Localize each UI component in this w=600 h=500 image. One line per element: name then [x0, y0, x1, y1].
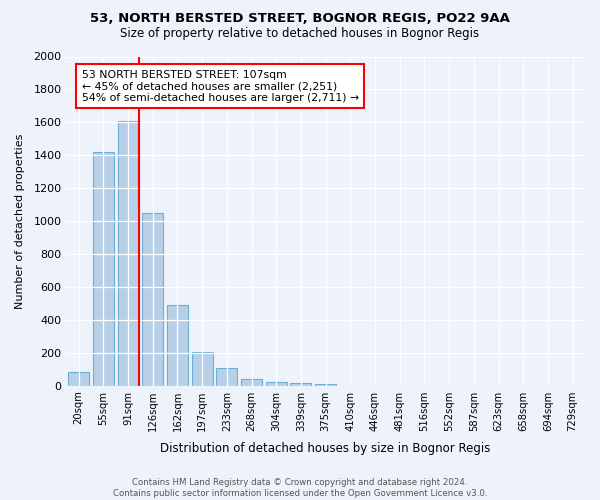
Bar	[241, 379, 262, 386]
X-axis label: Distribution of detached houses by size in Bognor Regis: Distribution of detached houses by size …	[160, 442, 491, 455]
Bar	[290, 383, 311, 386]
Text: 53 NORTH BERSTED STREET: 107sqm
← 45% of detached houses are smaller (2,251)
54%: 53 NORTH BERSTED STREET: 107sqm ← 45% of…	[82, 70, 359, 103]
Bar	[191, 352, 212, 386]
Bar	[315, 384, 336, 386]
Text: Size of property relative to detached houses in Bognor Regis: Size of property relative to detached ho…	[121, 28, 479, 40]
Text: 53, NORTH BERSTED STREET, BOGNOR REGIS, PO22 9AA: 53, NORTH BERSTED STREET, BOGNOR REGIS, …	[90, 12, 510, 26]
Bar	[266, 382, 287, 386]
Bar	[167, 305, 188, 386]
Bar	[93, 152, 114, 386]
Y-axis label: Number of detached properties: Number of detached properties	[15, 134, 25, 309]
Bar	[118, 120, 139, 386]
Bar	[217, 368, 238, 386]
Bar	[68, 372, 89, 386]
Bar	[142, 213, 163, 386]
Text: Contains HM Land Registry data © Crown copyright and database right 2024.
Contai: Contains HM Land Registry data © Crown c…	[113, 478, 487, 498]
